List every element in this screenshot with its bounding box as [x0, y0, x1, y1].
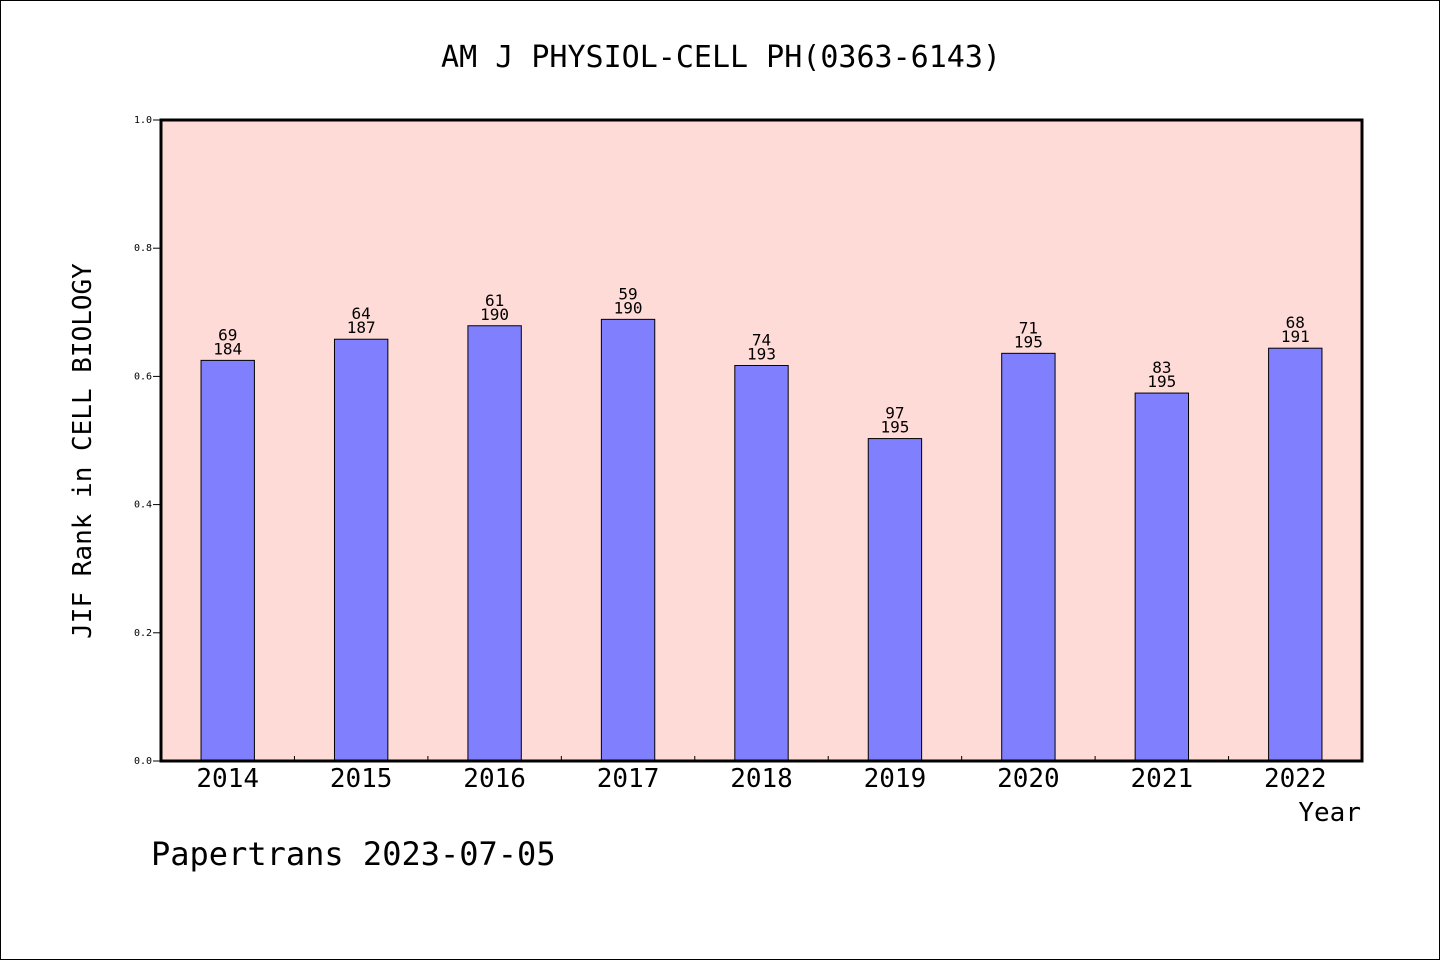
- y-tick-label: 0.4: [134, 500, 152, 511]
- x-tick-label: 2017: [597, 764, 660, 794]
- x-tick-label: 2018: [730, 764, 793, 794]
- y-tick-label: 0.0: [134, 756, 152, 767]
- bar-2022: [1268, 347, 1323, 762]
- bar-2020: [1001, 352, 1056, 762]
- bar-2016: [467, 325, 522, 762]
- source-label: Papertrans 2023-07-05: [151, 835, 556, 873]
- bar-rank-label: 68: [1286, 313, 1305, 332]
- x-tick-label: 2021: [1131, 764, 1194, 794]
- bar-2021: [1134, 392, 1190, 762]
- bar-total-label: 195: [1147, 372, 1176, 391]
- bar-total-label: 195: [1014, 332, 1043, 351]
- chart-title: AM J PHYSIOL-CELL PH(0363-6143): [441, 40, 1001, 75]
- bar-2018: [734, 365, 789, 762]
- bar-rank-label: 61: [485, 291, 504, 310]
- bar-2017: [600, 318, 656, 762]
- bar-series: 6918464187611905919074193971957119583195…: [200, 284, 1323, 762]
- bar-rank-label: 69: [218, 325, 237, 344]
- bar-total-label: 190: [614, 298, 643, 317]
- y-tick-label: 1.0: [134, 115, 152, 126]
- plot-border: [159, 118, 1364, 763]
- bar-2014: [200, 359, 255, 762]
- x-tick-label: 2019: [864, 764, 927, 794]
- bar-rank-label: 64: [352, 304, 371, 323]
- x-axis-label: Year: [1298, 798, 1361, 828]
- bar-2019: [867, 438, 923, 762]
- x-axis: 2014 2015 2016 2017 2018 2019 2020 2021 2022: [196, 756, 1327, 794]
- x-tick-label: 2022: [1264, 764, 1327, 794]
- bar-total-label: 193: [747, 345, 776, 364]
- y-axis-label: JIF Rank in CELL BIOLOGY: [68, 263, 98, 639]
- bar-total-label: 187: [347, 318, 376, 337]
- bar-total-label: 190: [480, 305, 509, 324]
- x-tick-label: 2015: [330, 764, 393, 794]
- y-axis: 0.0 0.2 0.4 0.6 0.8 1.0: [134, 115, 161, 767]
- y-tick-label: 0.6: [134, 371, 152, 382]
- bar-rank-label: 83: [1152, 358, 1171, 377]
- bar-rank-label: 59: [618, 284, 637, 303]
- bar-total-label: 195: [880, 418, 909, 437]
- bar-total-label: 191: [1281, 327, 1310, 346]
- x-tick-label: 2020: [997, 764, 1060, 794]
- x-tick-label: 2016: [463, 764, 526, 794]
- bar-2015: [333, 338, 389, 762]
- bar-rank-label: 71: [1019, 318, 1038, 337]
- bar-rank-label: 74: [752, 331, 771, 350]
- x-tick-label: 2014: [196, 764, 259, 794]
- bar-rank-label: 97: [885, 404, 904, 423]
- y-tick-label: 0.8: [134, 243, 152, 254]
- bar-total-label: 184: [213, 339, 242, 358]
- y-tick-label: 0.2: [134, 628, 152, 639]
